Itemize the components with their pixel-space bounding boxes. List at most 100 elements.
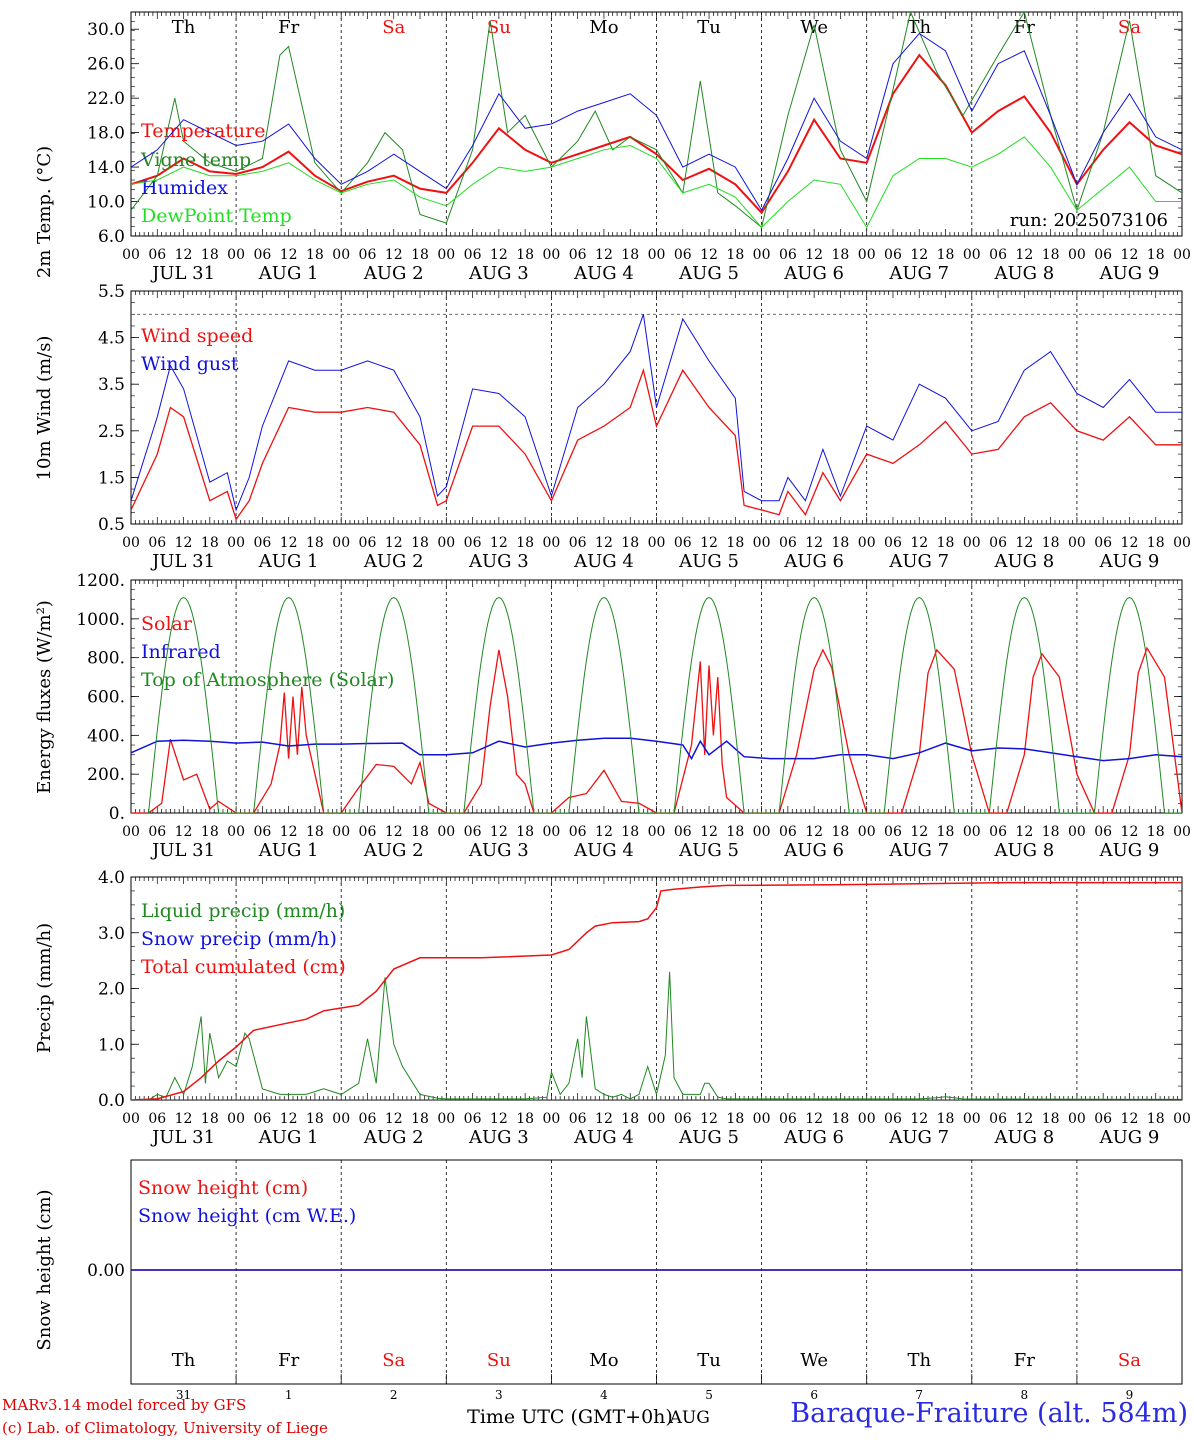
panel3-hour-tick-label: 06 — [884, 824, 902, 840]
panel3-hour-tick-label: 12 — [805, 824, 823, 840]
panel1-hour-tick-label: 06 — [989, 247, 1007, 263]
panel2-hour-tick-label: 06 — [989, 535, 1007, 551]
panel2-hour-tick-label: 12 — [910, 535, 928, 551]
panel4-hour-tick-label: 06 — [884, 1111, 902, 1127]
panel1-date-label: AUG 6 — [783, 263, 844, 284]
panel5-day-name: Tu — [697, 1350, 721, 1371]
panel3-hour-tick-label: 06 — [1094, 824, 1112, 840]
panel1-hour-tick-label: 00 — [227, 247, 245, 263]
panel4-date-label: AUG 7 — [888, 1127, 949, 1148]
panel1-date-label: AUG 3 — [468, 263, 529, 284]
panel2-hour-tick-label: 00 — [227, 535, 245, 551]
panel5-day-number: 8 — [1021, 1388, 1029, 1402]
panel2-hour-tick-label: 18 — [937, 535, 955, 551]
panel3-y-tick-label: 600. — [87, 688, 125, 708]
panel3-hour-tick-label: 06 — [464, 824, 482, 840]
panel3-hour-tick-label: 00 — [122, 824, 140, 840]
panel4-hour-tick-label: 18 — [1147, 1111, 1165, 1127]
panel1-hour-tick-label: 06 — [1094, 247, 1112, 263]
panel5-day-number: 4 — [600, 1388, 608, 1402]
panel2-hour-tick-label: 12 — [805, 535, 823, 551]
panel3-legend-entry: Solar — [141, 613, 193, 635]
panel1-hour-tick-label: 18 — [411, 247, 429, 263]
panel1-day-name: Th — [907, 17, 931, 38]
panel2-hour-tick-label: 06 — [253, 535, 271, 551]
panel3-hour-tick-label: 00 — [963, 824, 981, 840]
panel3-hour-tick-label: 12 — [175, 824, 193, 840]
panel5-month-label: AUG — [669, 1408, 710, 1428]
panel3-hour-tick-label: 18 — [1042, 824, 1060, 840]
panel1-hour-tick-label: 06 — [464, 247, 482, 263]
panel4-hour-tick-label: 18 — [832, 1111, 850, 1127]
panel4-date-label: JUL 31 — [150, 1127, 215, 1148]
panel1-hour-tick-label: 12 — [595, 247, 613, 263]
panel1-hour-tick-label: 06 — [569, 247, 587, 263]
panel2-hour-tick-label: 12 — [490, 535, 508, 551]
panel1-hour-tick-label: 12 — [280, 247, 298, 263]
station-title: Baraque-Fraiture (alt. 584m) — [790, 1398, 1188, 1429]
panel1-hour-tick-label: 12 — [385, 247, 403, 263]
panel1-legend-entry: Humidex — [141, 177, 228, 199]
panel1-day-name: Sa — [1118, 17, 1141, 38]
panel2-hour-tick-label: 12 — [385, 535, 403, 551]
panel4-hour-tick-label: 18 — [306, 1111, 324, 1127]
panel3-hour-tick-label: 06 — [569, 824, 587, 840]
panel3-hour-tick-label: 18 — [937, 824, 955, 840]
panel2-date-label: AUG 4 — [573, 551, 634, 572]
panel3-series-infrared — [131, 737, 1182, 762]
panel2-date-label: AUG 3 — [468, 551, 529, 572]
panel1-hour-tick-label: 18 — [1042, 247, 1060, 263]
panel4-hour-tick-label: 12 — [175, 1111, 193, 1127]
panel3-hour-tick-label: 06 — [253, 824, 271, 840]
panel1-hour-tick-label: 06 — [779, 247, 797, 263]
panel4-y-axis-label: Precip (mm/h) — [34, 923, 55, 1053]
panel4-hour-tick-label: 00 — [963, 1111, 981, 1127]
panel3-hour-tick-label: 00 — [227, 824, 245, 840]
panel4-y-tick-label: 0.0 — [98, 1091, 125, 1111]
panel3-series-solar — [131, 646, 1182, 813]
panel2-hour-tick-label: 12 — [280, 535, 298, 551]
panel2-date-label: AUG 9 — [1099, 551, 1160, 572]
panel3-hour-tick-label: 06 — [779, 824, 797, 840]
panel3-hour-tick-label: 06 — [148, 824, 166, 840]
panel3-hour-tick-label: 12 — [1121, 824, 1139, 840]
panel5-day-number: 2 — [390, 1388, 398, 1402]
panel4-date-label: AUG 8 — [993, 1127, 1054, 1148]
panel4-hour-tick-label: 00 — [1173, 1111, 1191, 1127]
panel2-hour-tick-label: 12 — [595, 535, 613, 551]
panel1-y-axis-label: 2m Temp. (°C) — [34, 146, 55, 278]
panel2-hour-tick-label: 18 — [306, 535, 324, 551]
panel1-hour-tick-label: 12 — [700, 247, 718, 263]
panel5-day-name: Su — [487, 1350, 511, 1371]
panel2-hour-tick-label: 12 — [175, 535, 193, 551]
panel2-hour-tick-label: 00 — [648, 535, 666, 551]
panel4-date-label: AUG 3 — [468, 1127, 529, 1148]
panel1-run-annotation: run: 2025073106 — [1010, 210, 1168, 231]
panel2-hour-tick-label: 18 — [1042, 535, 1060, 551]
panel2-hour-tick-label: 18 — [516, 535, 534, 551]
panel1-hour-tick-label: 12 — [490, 247, 508, 263]
panel3-hour-tick-label: 12 — [1015, 824, 1033, 840]
panel4-hour-tick-label: 00 — [858, 1111, 876, 1127]
panel3-legend-entry: Infrared — [141, 641, 221, 663]
panel1-y-tick-label: 22.0 — [87, 89, 125, 109]
panel2-date-label: AUG 1 — [258, 551, 319, 572]
panel2-hour-tick-label: 00 — [858, 535, 876, 551]
panel2-y-axis-label: 10m Wind (m/s) — [34, 336, 55, 481]
panel4-series-total-cumulated-cm- — [131, 881, 1182, 1100]
panel4-hour-tick-label: 12 — [280, 1111, 298, 1127]
panel1-day-name: Fr — [1014, 17, 1035, 38]
panel3-legend-entry: Top of Atmosphere (Solar) — [141, 669, 394, 691]
panel2-hour-tick-label: 06 — [884, 535, 902, 551]
panel5-day-name: Fr — [1014, 1350, 1035, 1371]
panel4-date-label: AUG 1 — [258, 1127, 319, 1148]
panel2-hour-tick-label: 00 — [1068, 535, 1086, 551]
panel5-y-tick-label: 0.00 — [87, 1261, 125, 1281]
panel4-hour-tick-label: 06 — [779, 1111, 797, 1127]
panel1-y-tick-label: 18.0 — [87, 124, 125, 144]
panel1-hour-tick-label: 00 — [858, 247, 876, 263]
panel1-date-label: AUG 7 — [888, 263, 949, 284]
panel3-hour-tick-label: 00 — [332, 824, 350, 840]
panel2-hour-tick-label: 00 — [332, 535, 350, 551]
panel1-hour-tick-label: 00 — [542, 247, 560, 263]
